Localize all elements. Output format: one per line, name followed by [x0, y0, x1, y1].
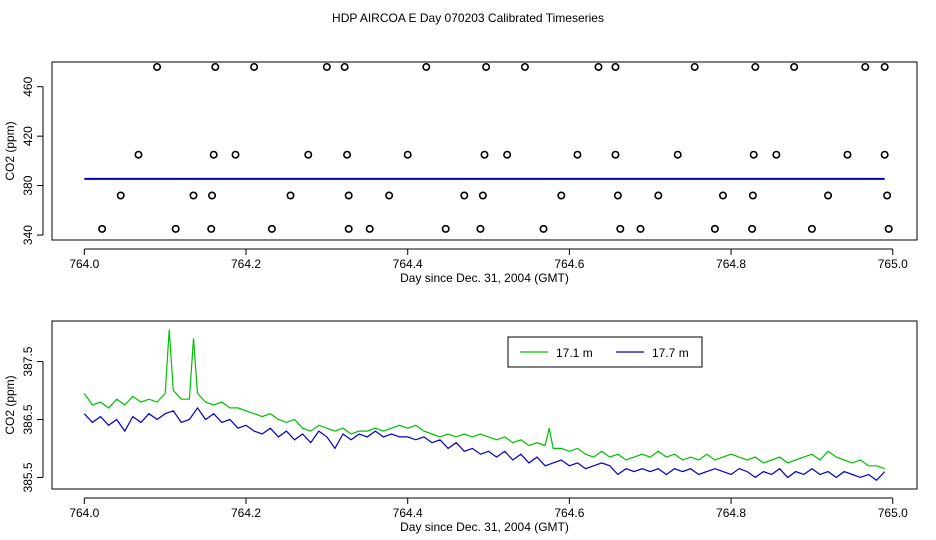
data-point — [250, 62, 259, 71]
data-point — [478, 191, 487, 200]
y-tick-label: 386.5 — [21, 404, 35, 434]
x-tick-label: 764.8 — [716, 257, 746, 271]
data-point — [539, 224, 548, 233]
data-point — [772, 150, 781, 159]
y-tick-label: 340 — [21, 225, 35, 245]
x-tick-label: 764.4 — [393, 506, 423, 520]
data-point — [861, 62, 870, 71]
x-tick-label: 764.6 — [554, 506, 584, 520]
data-point — [422, 62, 431, 71]
data-point — [322, 62, 331, 71]
data-point — [98, 224, 107, 233]
data-point — [208, 191, 217, 200]
data-point — [503, 150, 512, 159]
data-point — [843, 150, 852, 159]
data-point — [573, 150, 582, 159]
data-point — [189, 191, 198, 200]
data-point — [365, 224, 374, 233]
data-point — [476, 224, 485, 233]
data-point — [520, 62, 529, 71]
legend: 17.1 m 17.7 m — [507, 336, 703, 368]
data-point — [611, 150, 620, 159]
data-point — [611, 62, 620, 71]
x-axis-label: Day since Dec. 31, 2004 (GMT) — [400, 520, 569, 534]
data-point — [718, 191, 727, 200]
data-point — [343, 150, 352, 159]
data-point — [807, 224, 816, 233]
data-point — [304, 150, 313, 159]
x-tick-label: 764.6 — [554, 257, 584, 271]
scatter-panel: 764.0 764.2 764.4 764.6 764.8 765.0 Day since … — [3, 61, 918, 285]
data-point — [790, 62, 799, 71]
data-point — [673, 150, 682, 159]
data-point — [710, 224, 719, 233]
data-point — [690, 62, 699, 71]
x-tick-label: 764.0 — [69, 257, 99, 271]
plot-frame — [51, 61, 918, 241]
y-axis-label: CO2 (ppm) — [3, 121, 17, 180]
x-tick-label: 764.2 — [231, 506, 261, 520]
data-point — [616, 224, 625, 233]
data-point — [594, 62, 603, 71]
y-axis-label: CO2 (ppm) — [3, 375, 17, 434]
chart-title: HDP AIRCOA E Day 070203 Calibrated Times… — [332, 11, 604, 25]
data-point — [286, 191, 295, 200]
data-point — [267, 224, 276, 233]
data-point — [344, 224, 353, 233]
data-point — [153, 62, 162, 71]
data-point — [441, 224, 450, 233]
data-point — [344, 191, 353, 200]
data-point — [748, 224, 757, 233]
series-line-17-1-m — [83, 329, 885, 470]
legend-label: 17.7 m — [652, 346, 689, 360]
y-tick-label: 380 — [21, 175, 35, 195]
x-tick-label: 765.0 — [878, 506, 908, 520]
data-point — [403, 150, 412, 159]
x-tick-label: 765.0 — [878, 257, 908, 271]
legend-label: 17.1 m — [556, 346, 593, 360]
data-point — [207, 224, 216, 233]
x-tick-label: 764.0 — [69, 506, 99, 520]
data-point — [654, 191, 663, 200]
x-tick-label: 764.2 — [231, 257, 261, 271]
y-tick-label: 460 — [21, 76, 35, 96]
data-point — [482, 62, 491, 71]
data-point — [385, 191, 394, 200]
data-point — [883, 191, 892, 200]
y-tick-label: 385.5 — [21, 462, 35, 492]
data-point — [880, 62, 889, 71]
data-point — [340, 62, 349, 71]
data-point — [636, 224, 645, 233]
x-axis-label: Day since Dec. 31, 2004 (GMT) — [400, 271, 569, 285]
data-point — [209, 150, 218, 159]
data-point — [613, 191, 622, 200]
plot-frame — [51, 320, 918, 490]
data-point — [557, 191, 566, 200]
y-tick-label: 420 — [21, 126, 35, 146]
y-tick-label: 387.5 — [21, 346, 35, 376]
line-panel: 764.0 764.2 764.4 764.6 764.8 765.0 Day since … — [3, 320, 918, 534]
data-point — [134, 150, 143, 159]
data-point — [460, 191, 469, 200]
data-point — [824, 191, 833, 200]
data-point — [171, 224, 180, 233]
data-point — [480, 150, 489, 159]
data-point — [751, 62, 760, 71]
data-point — [231, 150, 240, 159]
data-point — [211, 62, 220, 71]
data-point — [749, 150, 758, 159]
x-tick-label: 764.4 — [393, 257, 423, 271]
series-line-17-7-m — [83, 406, 886, 482]
data-point — [748, 191, 757, 200]
data-point — [880, 150, 889, 159]
data-point — [884, 224, 893, 233]
x-tick-label: 764.8 — [716, 506, 746, 520]
data-point — [116, 191, 125, 200]
